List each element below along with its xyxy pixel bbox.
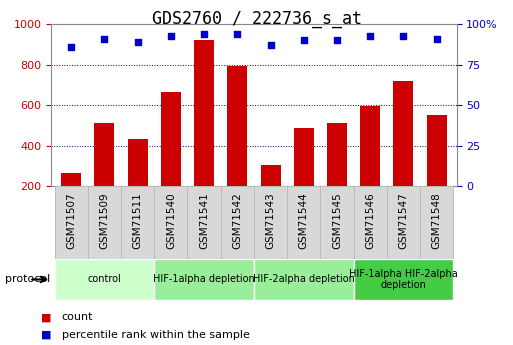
Point	[67, 44, 75, 50]
Text: GSM71547: GSM71547	[399, 192, 408, 249]
Bar	[254, 186, 287, 259]
Point	[133, 39, 142, 45]
Bar	[54, 259, 154, 300]
Point	[300, 38, 308, 43]
Bar	[321, 186, 353, 259]
Text: GSM71548: GSM71548	[431, 192, 442, 249]
Text: GSM71544: GSM71544	[299, 192, 309, 249]
Point	[266, 42, 274, 48]
Text: GSM71540: GSM71540	[166, 192, 176, 249]
Text: GSM71541: GSM71541	[199, 192, 209, 249]
Text: GSM71507: GSM71507	[66, 192, 76, 249]
Bar	[54, 186, 88, 259]
Text: GSM71542: GSM71542	[232, 192, 242, 249]
Bar	[128, 139, 148, 186]
Text: ■: ■	[41, 330, 51, 339]
Text: GSM71509: GSM71509	[100, 192, 109, 249]
Bar	[261, 165, 281, 186]
Bar	[387, 186, 420, 259]
Bar	[393, 81, 413, 186]
Bar	[353, 259, 453, 300]
Point	[399, 33, 407, 38]
Text: count: count	[62, 313, 93, 322]
Bar	[154, 186, 187, 259]
Bar	[287, 186, 321, 259]
Point	[101, 36, 109, 41]
Bar	[227, 66, 247, 186]
Text: GDS2760 / 222736_s_at: GDS2760 / 222736_s_at	[151, 10, 362, 28]
Bar	[427, 115, 447, 186]
Bar	[61, 173, 81, 186]
Text: GSM71543: GSM71543	[266, 192, 275, 249]
Point	[333, 38, 341, 43]
Bar	[360, 106, 380, 186]
Point	[366, 33, 374, 38]
Bar	[294, 128, 314, 186]
Bar	[121, 186, 154, 259]
Bar	[254, 259, 353, 300]
Text: HIF-1alpha HIF-2alpha
depletion: HIF-1alpha HIF-2alpha depletion	[349, 269, 458, 290]
Point	[167, 33, 175, 38]
Point	[200, 31, 208, 37]
Bar	[154, 259, 254, 300]
Bar	[94, 124, 114, 186]
Bar	[187, 186, 221, 259]
Point	[432, 36, 441, 41]
Text: GSM71545: GSM71545	[332, 192, 342, 249]
Text: percentile rank within the sample: percentile rank within the sample	[62, 330, 249, 339]
Bar	[327, 124, 347, 186]
Text: GSM71546: GSM71546	[365, 192, 375, 249]
Text: GSM71511: GSM71511	[133, 192, 143, 249]
Bar	[420, 186, 453, 259]
Point	[233, 31, 242, 37]
Text: protocol: protocol	[5, 275, 50, 284]
Text: HIF-1alpha depletion: HIF-1alpha depletion	[153, 275, 255, 284]
Bar	[161, 92, 181, 186]
Text: ■: ■	[41, 313, 51, 322]
Bar	[221, 186, 254, 259]
Bar	[194, 40, 214, 186]
Text: HIF-2alpha depletion: HIF-2alpha depletion	[253, 275, 354, 284]
Text: control: control	[88, 275, 122, 284]
Bar	[353, 186, 387, 259]
Bar	[88, 186, 121, 259]
